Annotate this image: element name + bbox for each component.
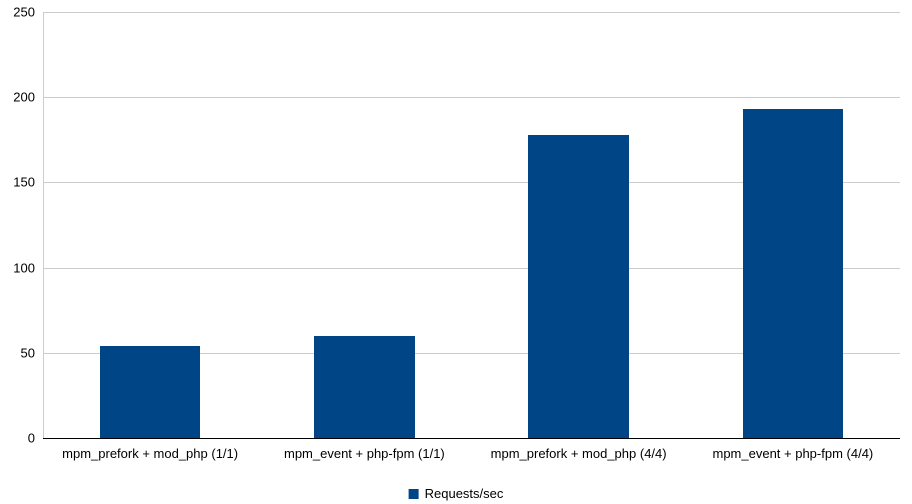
y-tick-label: 100 — [13, 260, 43, 275]
x-tick-label: mpm_prefork + mod_php (1/1) — [62, 438, 238, 461]
y-tick-label: 250 — [13, 5, 43, 20]
requests-per-sec-bar-chart: 0 50 100 150 200 250 mpm_prefork + mod_php (1/… — [0, 0, 912, 504]
y-tick-label: 50 — [21, 345, 43, 360]
bar — [743, 109, 844, 438]
bar — [528, 135, 629, 438]
bar — [100, 346, 201, 438]
bar — [314, 336, 415, 438]
gridline — [43, 97, 900, 98]
y-tick-label: 150 — [13, 175, 43, 190]
x-tick-label: mpm_prefork + mod_php (4/4) — [491, 438, 667, 461]
y-tick-label: 0 — [28, 431, 43, 446]
x-tick-label: mpm_event + php-fpm (1/1) — [284, 438, 445, 461]
x-tick-label: mpm_event + php-fpm (4/4) — [712, 438, 873, 461]
legend-label: Requests/sec — [425, 486, 504, 501]
y-axis-line — [43, 12, 44, 438]
plot-area: 050100150200250mpm_prefork + mod_php (1/… — [43, 12, 900, 438]
chart-legend: Requests/sec — [409, 486, 504, 501]
legend-swatch — [409, 489, 419, 499]
gridline — [43, 12, 900, 13]
y-tick-label: 200 — [13, 90, 43, 105]
